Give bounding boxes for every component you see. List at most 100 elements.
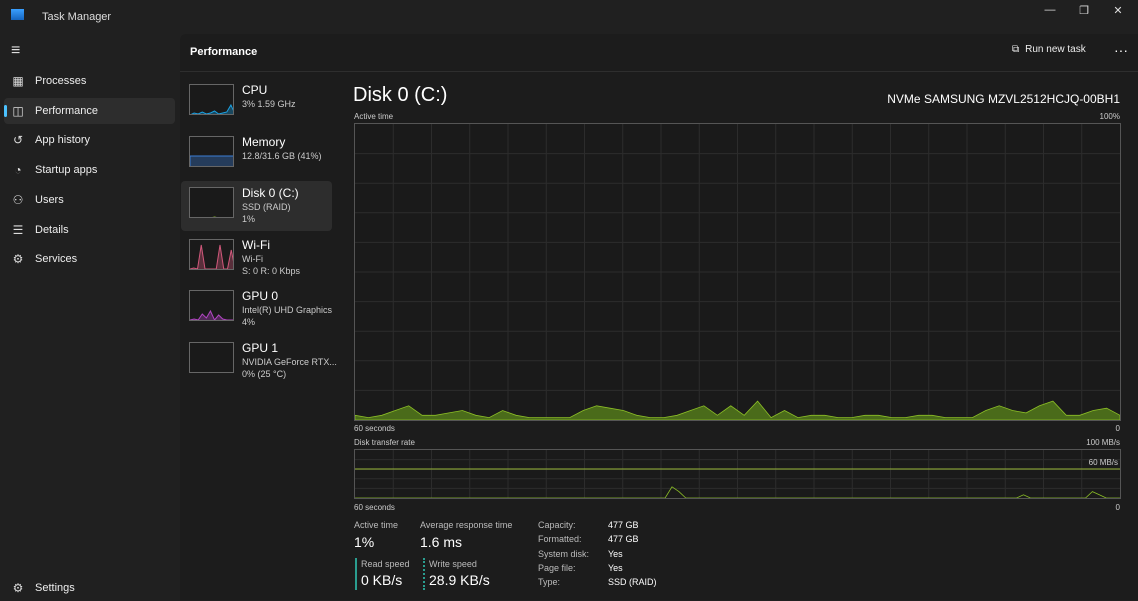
sidebar-item-label: Services <box>35 253 78 266</box>
resource-detail: NVIDIA GeForce RTX... <box>242 356 337 367</box>
restore-button[interactable]: ❐ <box>1079 5 1089 17</box>
property-label: Formatted: <box>538 534 582 545</box>
chart-x-left: 60 seconds <box>354 503 395 512</box>
write-indicator <box>423 558 425 590</box>
resource-thumbnail <box>189 238 234 270</box>
sidebar-item-label: Performance <box>35 104 98 117</box>
property-value: Yes <box>608 548 623 559</box>
chart-ymax: 100% <box>1099 112 1120 121</box>
resource-name: GPU 0 <box>242 289 279 303</box>
read-indicator <box>355 558 357 590</box>
resource-detail: 4% <box>242 317 256 327</box>
property-label: System disk: <box>538 548 590 559</box>
page-title: Performance <box>190 46 258 58</box>
resource-thumbnail <box>189 84 234 115</box>
sidebar-item-label: Details <box>35 223 69 236</box>
resource-thumbnail <box>189 135 234 167</box>
property-value: Yes <box>608 562 623 573</box>
run-new-task-label: Run new task <box>1025 44 1086 55</box>
chart-scale-label: 60 MB/s <box>1088 458 1118 467</box>
resource-name: Memory <box>242 134 286 149</box>
speedometer-icon: ◔ <box>14 163 22 178</box>
resource-item-cpu[interactable]: CPU 3% 1.59 GHz <box>181 78 332 128</box>
sidebar-item-label: Users <box>35 193 64 206</box>
property-value: 477 GB <box>608 534 639 545</box>
resource-item-gpu-0[interactable]: GPU 0 Intel(R) UHD Graphics 4% <box>181 284 332 334</box>
resource-detail: 1% <box>242 214 256 224</box>
history-icon: ↺ <box>12 133 24 148</box>
read-speed-label: Read speed <box>361 559 410 569</box>
resource-name: GPU 1 <box>242 340 279 355</box>
resource-name: CPU <box>242 83 268 97</box>
sidebar-item-label: Settings <box>35 582 75 594</box>
chart-x-right: 0 <box>1115 503 1120 512</box>
resource-name: Disk 0 (C:) <box>242 186 299 200</box>
divider <box>180 71 1138 72</box>
sidebar-item-app-history[interactable]: ↺ App history <box>4 127 175 153</box>
active-time-area <box>355 400 1120 420</box>
read-speed-value: 0 KB/s <box>361 572 403 588</box>
services-icon: ⚙ <box>12 252 24 267</box>
thumbnail-graph <box>190 155 233 166</box>
resource-item-wi-fi[interactable]: Wi-Fi Wi-Fi S: 0 R: 0 Kbps <box>181 233 332 283</box>
property-value: 477 GB <box>608 520 639 530</box>
write-speed-label: Write speed <box>429 559 477 569</box>
disk-model: NVMe SAMSUNG MZVL2512HCJQ-00BH1 <box>887 92 1120 106</box>
resource-thumbnail <box>189 290 234 321</box>
active-time-value: 1% <box>354 534 375 550</box>
more-options-button[interactable]: ··· <box>1114 42 1128 58</box>
thumbnail-graph <box>190 103 233 114</box>
chart-x-left: 60 seconds <box>354 424 395 433</box>
users-icon: ⚇ <box>12 192 24 207</box>
resource-detail: SSD (RAID) <box>242 202 291 212</box>
active-time-label: Active time <box>354 520 399 530</box>
sidebar-item-performance[interactable]: ◫ Performance <box>4 97 175 124</box>
close-button[interactable]: ✕ <box>1113 5 1123 17</box>
main-panel: Performance ⧉ Run new task ··· CPU 3% 1.59… <box>180 34 1138 600</box>
hamburger-menu-icon[interactable]: ≡ <box>11 42 21 59</box>
details-icon: ☰ <box>12 222 24 237</box>
sidebar-item-label: Startup apps <box>35 164 98 177</box>
resource-thumbnail <box>189 341 234 373</box>
task-manager-icon <box>11 9 24 20</box>
minimize-button[interactable]: — <box>1044 4 1056 16</box>
resource-detail: 0% (25 °C) <box>242 368 287 379</box>
settings-icon: ⚙ <box>12 581 24 595</box>
avg-response-label: Average response time <box>420 520 513 530</box>
resource-detail: Wi-Fi <box>242 253 263 264</box>
resource-detail: 3% 1.59 GHz <box>242 99 296 109</box>
chart-x-right: 0 <box>1115 424 1120 433</box>
resource-detail: S: 0 R: 0 Kbps <box>242 265 301 276</box>
thumbnail-graph <box>190 244 233 269</box>
sidebar-item-processes[interactable]: ▦ Processes <box>4 68 175 94</box>
chart-ymax: 100 MB/s <box>1086 438 1120 447</box>
sidebar-item-label: App history <box>35 134 91 147</box>
chart-title: Disk transfer rate <box>354 438 415 447</box>
property-value: SSD (RAID) <box>608 577 657 588</box>
performance-icon: ◫ <box>12 103 24 118</box>
thumbnail-graph <box>190 309 233 320</box>
write-speed-value: 28.9 KB/s <box>429 572 490 588</box>
disk-title: Disk 0 (C:) <box>353 84 448 106</box>
resource-item-memory[interactable]: Memory 12.8/31.6 GB (41%) <box>181 130 332 180</box>
property-label: Page file: <box>538 562 576 573</box>
resource-item-disk-0-c-[interactable]: Disk 0 (C:) SSD (RAID) 1% <box>181 181 332 231</box>
thumbnail-graph <box>212 216 217 217</box>
resource-item-gpu-1[interactable]: GPU 1 NVIDIA GeForce RTX... 0% (25 °C) <box>181 336 337 386</box>
avg-response-value: 1.6 ms <box>420 534 463 550</box>
sidebar-item-details[interactable]: ☰ Details <box>4 217 175 243</box>
resource-detail: Intel(R) UHD Graphics <box>242 305 333 315</box>
property-label: Capacity: <box>538 520 576 530</box>
run-new-task-button[interactable]: ⧉ Run new task <box>1012 44 1086 55</box>
active-time-chart <box>354 123 1121 421</box>
sidebar-nav: ≡ ▦ Processes ◫ Performance ↺ App history ◔ Sta… <box>0 34 180 600</box>
chart-title: Active time <box>354 112 394 121</box>
app-title: Task Manager <box>42 11 112 23</box>
sidebar-item-users[interactable]: ⚇ Users <box>4 187 175 213</box>
property-label: Type: <box>538 577 561 588</box>
sidebar-item-settings[interactable]: ⚙ Settings <box>4 575 175 601</box>
resource-name: Wi-Fi <box>242 237 270 252</box>
sidebar-item-services[interactable]: ⚙ Services <box>4 246 175 272</box>
transfer-rate-chart <box>354 449 1121 499</box>
sidebar-item-startup-apps[interactable]: ◔ Startup apps <box>4 157 175 183</box>
